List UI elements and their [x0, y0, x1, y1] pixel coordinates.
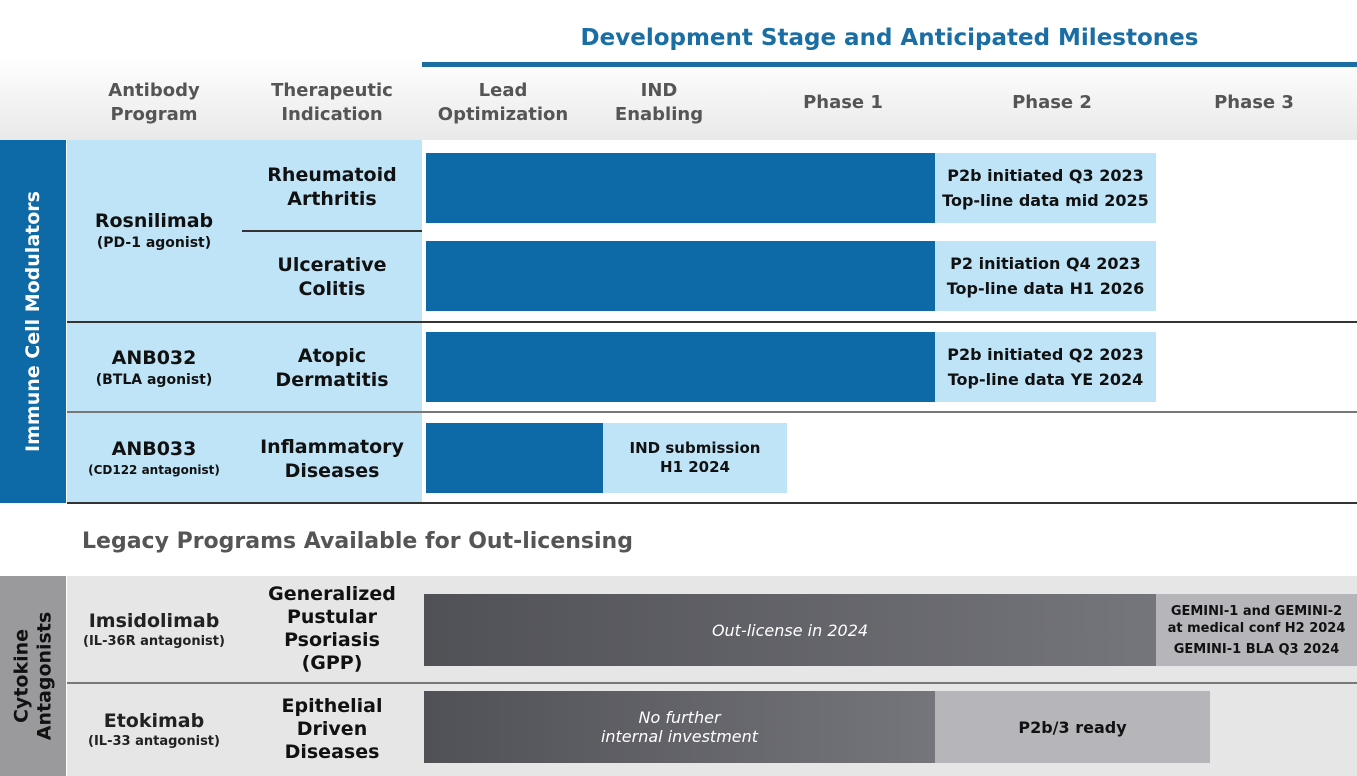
program-name: Imsidolimab	[88, 610, 220, 632]
column-header-lead-line1: Lead	[478, 80, 528, 101]
milestone-etokimab: P2b/3 ready	[935, 691, 1210, 763]
milestone-line: Top-line data YE 2024	[947, 370, 1144, 389]
milestone-line: GEMINI-1 and GEMINI-2	[1170, 603, 1343, 619]
indication-line: Pustular	[286, 606, 378, 628]
row-divider	[67, 682, 1357, 684]
indication-line: Colitis	[298, 278, 366, 300]
program-name: Etokimab	[103, 710, 205, 732]
indication-rheumatoid-arthritis: Rheumatoid Arthritis	[242, 150, 422, 224]
program-name: ANB033	[111, 438, 197, 460]
indication-line: Arthritis	[287, 188, 377, 210]
column-header-phase2: Phase 2	[1012, 92, 1092, 113]
program-etokimab: Etokimab (IL-33 antagonist)	[67, 686, 241, 774]
indication-ulcerative-colitis: Ulcerative Colitis	[242, 240, 422, 314]
program-mechanism: (CD122 antagonist)	[88, 463, 220, 477]
column-header-program: Antibody Program	[68, 78, 240, 128]
indication-atopic-dermatitis: Atopic Dermatitis	[242, 330, 422, 406]
indication-line: Inflammatory	[260, 436, 404, 458]
milestone-atopic-dermatitis: P2b initiated Q2 2023 Top-line data YE 2…	[935, 332, 1156, 402]
milestone-line: Top-line data H1 2026	[946, 279, 1145, 298]
program-mechanism: (BTLA agonist)	[95, 371, 213, 388]
column-header-phase1: Phase 1	[803, 92, 883, 113]
program-anb033: ANB033 (CD122 antagonist)	[67, 414, 241, 502]
bar-out-license: Out-license in 2024	[424, 594, 1156, 666]
indication-line: Rheumatoid	[267, 164, 397, 186]
indication-line: Epithelial	[281, 694, 383, 717]
category-immune-label: Immune Cell Modulators	[21, 191, 44, 452]
bar-text-line: No further	[638, 708, 721, 727]
column-header-ind-line1: IND	[640, 80, 678, 101]
row-divider	[67, 321, 1357, 323]
milestone-line: P2 initiation Q4 2023	[950, 254, 1141, 273]
column-header-program-line2: Program	[110, 104, 198, 125]
program-name: ANB032	[111, 346, 197, 369]
indication-line: Atopic	[297, 345, 367, 367]
indication-gpp: Generalized Pustular Psoriasis (GPP)	[242, 580, 422, 678]
milestone-line: H1 2024	[660, 458, 730, 476]
category-immune-cell-modulators: Immune Cell Modulators	[0, 140, 66, 503]
column-header-lead-optimization: Lead Optimization	[424, 78, 582, 128]
indication-epithelial-driven-diseases: Epithelial Driven Diseases	[242, 690, 422, 768]
category-cytokine-antagonists: Cytokine Antagonists	[0, 576, 66, 776]
column-header-indication-line2: Indication	[281, 104, 383, 125]
program-mechanism: (IL-33 antagonist)	[88, 734, 220, 749]
bar-no-further-investment: No further internal investment	[424, 691, 935, 763]
milestone-inflammatory-diseases: IND submission H1 2024	[603, 423, 787, 493]
program-mechanism: (PD-1 agonist)	[96, 235, 212, 251]
header-background	[0, 0, 1357, 140]
legacy-section-title: Legacy Programs Available for Out-licens…	[82, 528, 633, 554]
column-header-ind-enabling: IND Enabling	[582, 78, 736, 128]
indication-line: (GPP)	[301, 652, 363, 674]
program-rosnilimab: Rosnilimab (PD-1 agonist)	[67, 140, 241, 322]
page-title: Development Stage and Anticipated Milest…	[580, 25, 1199, 51]
indication-line: Dermatitis	[275, 369, 389, 391]
title-underline	[422, 62, 1357, 67]
milestone-ulcerative-colitis: P2 initiation Q4 2023 Top-line data H1 2…	[935, 241, 1156, 311]
indication-line: Diseases	[284, 460, 380, 482]
column-header-program-line1: Antibody	[108, 80, 200, 101]
milestone-line: Top-line data mid 2025	[942, 191, 1149, 210]
milestone-line: at medical conf H2 2024	[1167, 620, 1346, 636]
program-mechanism: (IL-36R antagonist)	[83, 634, 225, 649]
column-header-ind-line2: Enabling	[614, 104, 704, 125]
milestone-imsidolimab: GEMINI-1 and GEMINI-2 at medical conf H2…	[1156, 594, 1357, 666]
indication-line: Ulcerative	[277, 254, 387, 276]
program-anb032: ANB032 (BTLA agonist)	[67, 323, 241, 412]
indication-line: Driven	[296, 717, 368, 740]
divider	[242, 230, 422, 232]
indication-line: Diseases	[284, 740, 380, 763]
progress-bar-inflammatory-diseases	[426, 423, 603, 493]
section-divider	[67, 502, 1357, 504]
column-header-phase3: Phase 3	[1214, 92, 1294, 113]
progress-bar-ulcerative-colitis	[426, 241, 935, 311]
bar-text-line: internal investment	[600, 727, 759, 746]
program-imsidolimab: Imsidolimab (IL-36R antagonist)	[67, 585, 241, 675]
indication-line: Generalized	[268, 583, 396, 605]
indication-line: Psoriasis	[284, 629, 380, 651]
row-divider	[67, 411, 1357, 413]
milestone-line: P2b initiated Q3 2023	[947, 166, 1144, 185]
category-line: Antagonists	[33, 611, 55, 741]
milestone-rheumatoid-arthritis: P2b initiated Q3 2023 Top-line data mid …	[935, 153, 1156, 223]
program-name: Rosnilimab	[94, 210, 214, 232]
column-header-indication: Therapeutic Indication	[242, 78, 422, 128]
category-line: Cytokine	[10, 628, 32, 724]
milestone-line: P2b initiated Q2 2023	[947, 345, 1144, 364]
progress-bar-rheumatoid-arthritis	[426, 153, 935, 223]
indication-inflammatory-diseases: Inflammatory Diseases	[242, 420, 422, 498]
progress-bar-atopic-dermatitis	[426, 332, 935, 402]
milestone-line: IND submission	[629, 439, 761, 457]
column-header-indication-line1: Therapeutic	[271, 80, 393, 101]
column-header-lead-line2: Optimization	[437, 104, 569, 125]
milestone-line: GEMINI-1 BLA Q3 2024	[1173, 641, 1340, 657]
category-cytokine-label: Cytokine Antagonists	[10, 612, 56, 741]
